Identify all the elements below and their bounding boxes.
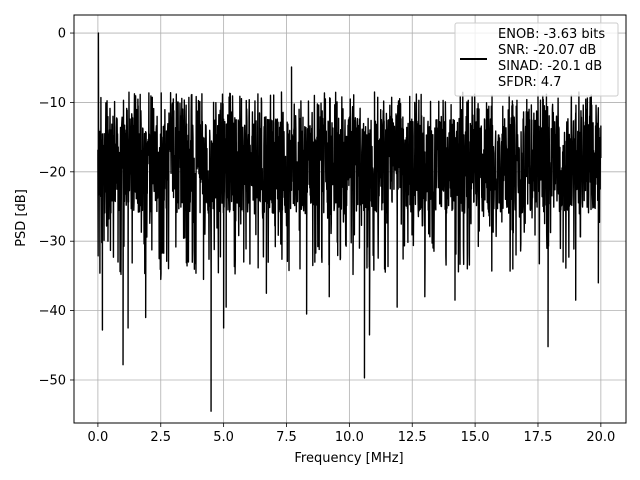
legend-text-line: ENOB: -3.63 bits: [498, 27, 605, 42]
y-axis-label: PSD [dB]: [14, 189, 29, 247]
y-tick-label: −20: [39, 165, 66, 180]
legend-text-line: SFDR: 4.7: [498, 75, 562, 90]
y-tick-label: −50: [39, 373, 66, 388]
plot-frame: [73, 14, 627, 424]
psd-series-line: [97, 32, 602, 412]
x-tick-label: 12.5: [398, 430, 427, 445]
x-tick-label: 10.0: [335, 430, 364, 445]
y-tick-label: 0: [58, 27, 66, 42]
y-tick-label: −30: [39, 235, 66, 250]
x-axis-label: Frequency [MHz]: [294, 451, 403, 466]
y-tick-label: −40: [39, 304, 66, 319]
x-tick-label: 5.0: [213, 430, 234, 445]
x-tick-label: 0.0: [88, 430, 109, 445]
data-layer: [97, 32, 602, 412]
x-tick-label: 7.5: [276, 430, 297, 445]
ticks: 0.0 2.5 5.0 7.5 10.0 12.5 15.0 17.5 20.0 0 −10 −20 −…: [39, 27, 616, 445]
x-tick-label: 17.5: [524, 430, 553, 445]
y-tick-label: −10: [39, 96, 66, 111]
legend-text-line: SINAD: -20.1 dB: [498, 59, 602, 74]
x-tick-label: 2.5: [150, 430, 171, 445]
x-tick-label: 20.0: [586, 430, 615, 445]
legend: ENOB: -3.63 bits SNR: -20.07 dB SINAD: -…: [454, 22, 619, 97]
legend-text-line: SNR: -20.07 dB: [498, 43, 596, 58]
legend-box: [454, 22, 619, 97]
x-tick-label: 15.0: [461, 430, 490, 445]
